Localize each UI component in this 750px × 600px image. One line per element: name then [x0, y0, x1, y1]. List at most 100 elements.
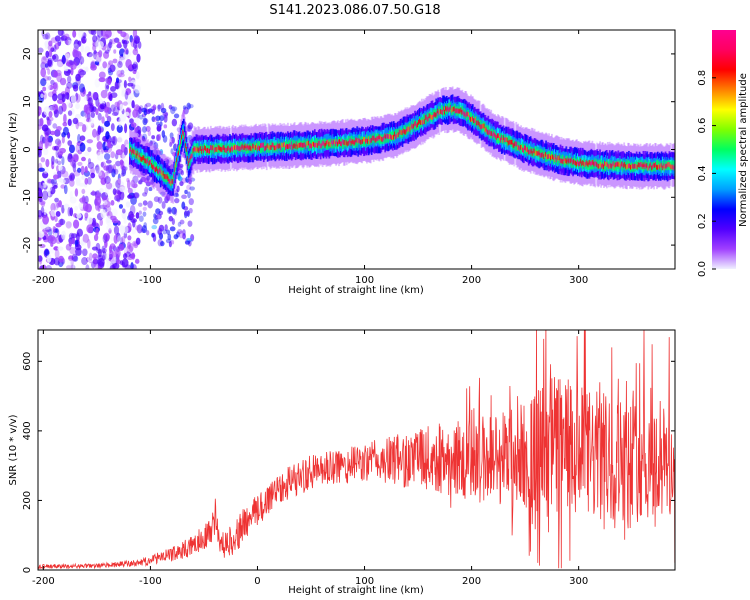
spectrogram-noise-mark	[66, 101, 72, 109]
spectrogram-ridge-mark	[144, 158, 147, 164]
spectrogram-ridge-mark	[225, 148, 228, 153]
spectrogram-noise-mark	[115, 248, 121, 258]
spectrogram-ridge-mark	[563, 156, 566, 161]
spectrogram-noise-mark	[133, 132, 139, 138]
spectrogram-noise-mark	[54, 197, 59, 203]
spectrogram-ridge-mark	[178, 145, 180, 156]
spectrogram-ridge-mark	[400, 130, 403, 135]
spectrogram-noise-mark	[107, 195, 112, 201]
spectrogram-noise-mark	[47, 229, 53, 236]
spectrogram-y-axis-label: Frequency (Hz)	[8, 112, 19, 188]
spectrogram-noise-mark	[88, 30, 95, 35]
spectrogram-noise-mark	[129, 34, 133, 43]
spectrogram-ridge-mark	[571, 158, 574, 169]
spectrogram-ridge-mark	[661, 165, 664, 171]
spectrogram-ridge-mark	[473, 118, 476, 124]
spectrogram-ridge-mark	[364, 136, 366, 142]
spectrogram-ridge-mark	[604, 161, 607, 167]
spectrogram-ridge-mark	[625, 163, 628, 169]
spectrogram-ridge-mark	[148, 161, 151, 167]
spectrogram-ridge-mark	[484, 127, 487, 133]
spectrogram-ridge-mark	[310, 143, 312, 148]
spectrogram-ridge-mark	[476, 120, 479, 126]
spectrogram-ridge-mark	[298, 143, 301, 148]
spectrogram-ridge-mark	[503, 137, 506, 143]
spectrogram-ridge-mark	[373, 136, 376, 141]
spectrogram-ridge-mark	[651, 165, 654, 171]
spectrogram-ridge-mark	[341, 138, 344, 144]
spectrogram-noise-mark	[166, 159, 170, 164]
spectrogram-noise-mark	[161, 201, 166, 209]
spectrogram-noise-mark	[86, 52, 93, 58]
spectrogram-ridge-mark	[451, 107, 454, 112]
spectrogram-noise-mark	[119, 186, 126, 193]
spectrogram-ridge-mark	[628, 163, 630, 169]
spectrogram-ridge-mark	[262, 143, 265, 153]
spectrogram-ridge-mark	[516, 141, 519, 147]
spectrogram-noise-mark	[69, 178, 75, 187]
spectrogram-ridge-mark	[534, 151, 537, 157]
spectrogram-ridge-mark	[471, 117, 473, 122]
spectrogram-noise-mark	[66, 81, 73, 89]
spectrogram-ridge-mark	[453, 106, 456, 112]
spectrogram-noise-mark	[119, 159, 124, 165]
spectrogram-ridge-mark	[195, 146, 198, 152]
spectrogram-ridge-mark	[255, 145, 258, 150]
spectrogram-noise-mark	[79, 142, 86, 152]
spectrogram-ridge-mark	[196, 148, 199, 153]
spectrogram-ridge-mark	[301, 142, 304, 148]
spectrogram-noise-mark	[121, 86, 127, 94]
spectrogram-noise-mark	[82, 248, 88, 257]
spectrogram-noise-mark	[136, 53, 141, 63]
spectrogram-noise-mark	[93, 234, 99, 242]
spectrogram-ridge-mark	[308, 140, 311, 146]
spectrogram-ridge-mark	[192, 148, 195, 153]
spectrogram-ridge-mark	[294, 144, 297, 149]
spectrogram-ridge-mark	[350, 140, 353, 146]
spectrogram-ridge-mark	[218, 145, 221, 151]
spectrogram-ridge-mark	[591, 160, 594, 165]
spectrogram-ridge-mark	[616, 162, 619, 172]
spectrogram-ridge-mark	[176, 157, 179, 163]
spectrogram-marks	[38, 30, 675, 269]
spectrogram-ridge-mark	[529, 149, 532, 155]
spectrogram-ridge-mark	[306, 141, 309, 147]
spectrogram-noise-mark	[54, 35, 61, 42]
spectrogram-noise-mark	[145, 230, 150, 236]
spectrogram-ridge-mark	[321, 141, 324, 147]
spectrogram-noise-mark	[152, 104, 157, 111]
spectrogram-x-tick-label: -200	[32, 275, 55, 286]
spectrogram-ridge-mark	[361, 139, 364, 145]
spectrogram-noise-mark	[132, 109, 138, 118]
spectrogram-noise-mark	[91, 190, 95, 196]
spectrogram-noise-mark	[47, 178, 55, 184]
spectrogram-noise-mark	[111, 168, 116, 178]
spectrogram-ridge-mark	[394, 129, 397, 139]
spectrogram-y-tick-label: -20	[22, 237, 33, 253]
spectrogram-noise-mark	[38, 210, 43, 218]
spectrogram-ridge-mark	[504, 137, 507, 142]
spectrogram-noise-mark	[169, 226, 176, 232]
spectrogram-noise-mark	[164, 224, 168, 232]
spectrogram-ridge-mark	[552, 155, 555, 161]
spectrogram-ridge-mark	[205, 146, 207, 152]
spectrogram-ridge-mark	[264, 140, 267, 150]
spectrogram-ridge-mark	[653, 162, 655, 168]
spectrogram-noise-mark	[70, 61, 77, 70]
spectrogram-ridge-mark	[623, 163, 626, 169]
spectrogram-noise-mark	[53, 109, 59, 118]
spectrogram-ridge-mark	[272, 142, 275, 148]
spectrogram-ridge-mark	[273, 145, 276, 151]
spectrogram-noise-mark	[117, 41, 122, 48]
spectrogram-ridge-mark	[455, 108, 458, 114]
spectrogram-ridge-mark	[469, 115, 471, 121]
spectrogram-noise-mark	[113, 37, 120, 43]
spectrogram-ridge-mark	[496, 135, 498, 140]
spectrogram-ridge-mark	[620, 163, 623, 169]
spectrogram-ridge-mark	[564, 158, 567, 164]
spectrogram-noise-mark	[58, 154, 63, 159]
spectrogram-noise-mark	[181, 194, 188, 200]
spectrogram-noise-mark	[105, 112, 109, 119]
spectrogram-noise-mark	[150, 106, 157, 112]
spectrogram-noise-mark	[52, 225, 56, 233]
